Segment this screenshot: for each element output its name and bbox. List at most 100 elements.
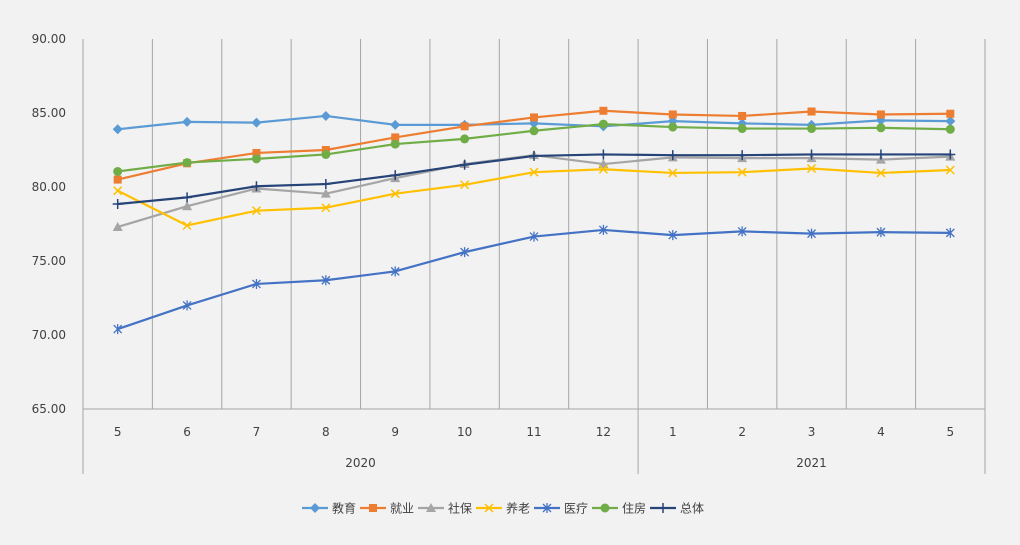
data-point — [113, 324, 123, 335]
y-tick-label: 90.00 — [32, 32, 66, 46]
series-5 — [113, 224, 955, 335]
x-tick-label: 2 — [738, 425, 746, 439]
data-point — [807, 107, 816, 116]
data-point — [113, 175, 122, 184]
legend-marker — [426, 503, 436, 512]
data-point — [807, 124, 817, 134]
legend-label: 医疗 — [564, 502, 588, 516]
legend-item: 教育 — [302, 501, 356, 516]
year-group-label: 2020 — [345, 456, 376, 470]
data-point — [668, 110, 677, 119]
data-point — [251, 117, 262, 128]
data-point — [876, 123, 886, 133]
data-point — [252, 148, 261, 157]
data-point — [252, 278, 261, 289]
data-point — [598, 119, 608, 129]
data-point — [182, 192, 193, 203]
series-3 — [112, 150, 956, 231]
data-point — [598, 149, 609, 160]
data-point — [251, 181, 262, 192]
x-tick-label: 9 — [391, 425, 399, 439]
data-point — [529, 231, 539, 242]
x-tick-label: 10 — [457, 425, 472, 439]
data-point — [737, 150, 748, 161]
legend-item: 住房 — [592, 501, 646, 516]
data-point — [390, 139, 400, 149]
data-point — [320, 179, 331, 190]
grid-lines — [82, 39, 986, 410]
legend-item: 就业 — [360, 502, 414, 516]
data-point — [529, 126, 539, 136]
data-point — [875, 149, 886, 160]
data-point — [460, 180, 470, 190]
data-point — [321, 203, 331, 213]
series-line — [117, 154, 951, 229]
x-tick-label: 6 — [183, 425, 191, 439]
x-tick-label: 1 — [669, 425, 677, 439]
data-point — [737, 167, 747, 177]
y-tick-label: 70.00 — [32, 328, 66, 342]
data-point — [182, 220, 192, 231]
data-point — [668, 168, 678, 178]
data-point — [807, 163, 817, 174]
data-point — [945, 227, 955, 238]
data-point — [182, 116, 193, 127]
legend-marker — [369, 504, 377, 512]
data-point — [738, 111, 747, 120]
data-point — [321, 275, 331, 286]
x-tick-label: 4 — [877, 425, 885, 439]
series-7 — [112, 149, 956, 210]
legend-label: 养老 — [506, 501, 530, 516]
data-point — [876, 168, 886, 178]
data-point — [113, 186, 123, 196]
data-point — [251, 154, 261, 164]
legend-label: 总体 — [680, 502, 704, 516]
data-point — [529, 150, 539, 161]
x-tick-label: 8 — [322, 425, 330, 439]
data-point — [876, 227, 886, 238]
data-point — [668, 122, 678, 132]
data-point — [667, 150, 678, 161]
legend-label: 住房 — [622, 501, 646, 516]
data-point — [182, 201, 193, 211]
x-tick-label: 11 — [526, 425, 541, 439]
series-4 — [113, 163, 955, 231]
legend-item: 总体 — [650, 502, 704, 516]
y-tick-label: 75.00 — [32, 254, 66, 268]
data-point — [945, 149, 956, 160]
legend-marker — [484, 503, 494, 513]
data-point — [668, 230, 678, 241]
data-point — [598, 164, 608, 174]
data-point — [737, 124, 747, 134]
y-tick-label: 80.00 — [32, 180, 66, 194]
data-point — [390, 189, 400, 199]
x-tick-label: 3 — [808, 425, 816, 439]
x-tick-label: 7 — [253, 425, 261, 439]
x-tick-label: 12 — [596, 425, 611, 439]
data-point — [320, 188, 331, 198]
data-point — [320, 110, 331, 121]
data-point — [530, 113, 538, 122]
y-tick-label: 85.00 — [32, 106, 66, 120]
data-point — [529, 167, 539, 177]
data-point — [945, 116, 956, 127]
data-point — [807, 228, 816, 239]
legend-label: 就业 — [390, 502, 414, 516]
series-line — [117, 228, 951, 331]
year-group-label: 2021 — [796, 456, 827, 470]
legend-item: 医疗 — [534, 502, 588, 516]
data-point — [112, 221, 123, 231]
data-point — [112, 199, 123, 210]
data-point — [460, 247, 470, 258]
series-line — [117, 167, 951, 227]
legend-label: 教育 — [332, 501, 356, 516]
x-tick-label: 5 — [946, 425, 954, 439]
data-point — [945, 165, 955, 175]
data-point — [182, 300, 192, 311]
legend-marker — [658, 503, 668, 513]
legend: 教育 就业 社保 养老 医疗 住房 总体 — [302, 501, 704, 516]
data-point — [391, 133, 400, 142]
